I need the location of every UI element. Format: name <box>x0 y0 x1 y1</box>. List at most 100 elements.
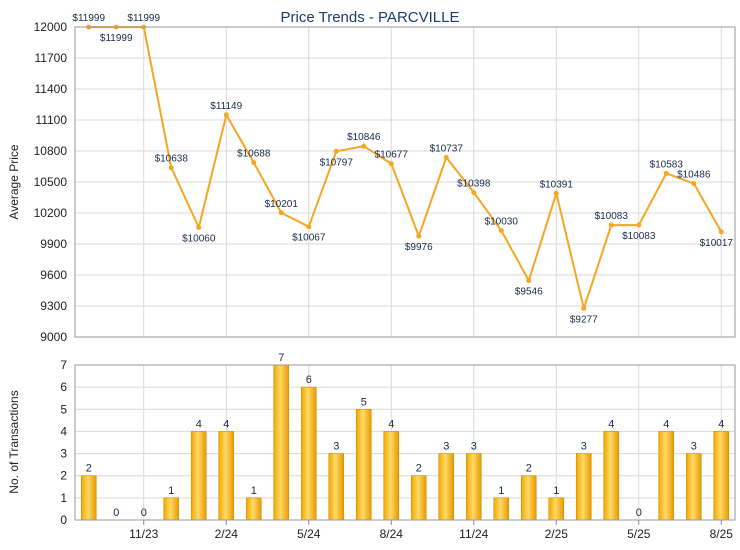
transaction-bar <box>658 431 675 521</box>
price-point <box>663 170 669 176</box>
price-data-label: $10638 <box>155 154 189 165</box>
transaction-count-label: 1 <box>553 485 559 497</box>
price-data-label: $10398 <box>457 179 491 190</box>
transactions-tick-label: 0 <box>60 513 67 527</box>
transaction-count-label: 1 <box>498 485 504 497</box>
transaction-bar <box>438 453 455 521</box>
transaction-count-label: 3 <box>581 441 587 453</box>
price-tick-label: 11400 <box>35 82 68 96</box>
transaction-bars <box>80 364 730 521</box>
transaction-bar <box>273 364 290 521</box>
price-data-label: $10846 <box>347 132 381 143</box>
price-axis-label: Average Price <box>7 144 21 219</box>
transaction-count-label: 4 <box>663 418 669 430</box>
price-tick-label: 9900 <box>40 237 67 251</box>
price-tick-label: 9300 <box>40 299 67 313</box>
x-tick-label: 8/24 <box>380 527 404 541</box>
transaction-count-label: 7 <box>278 352 284 364</box>
x-tick-label: 5/24 <box>297 527 321 541</box>
transactions-tick-label: 1 <box>60 491 67 505</box>
price-point <box>608 222 614 228</box>
transaction-bar <box>685 453 702 521</box>
price-line <box>86 24 724 311</box>
price-tick-label: 10800 <box>34 144 68 158</box>
transaction-bar <box>603 431 620 521</box>
transactions-tick-label: 4 <box>60 424 67 438</box>
price-data-label: $10677 <box>375 150 409 161</box>
price-data-label: $9976 <box>405 242 433 253</box>
transaction-count-label: 4 <box>223 418 229 430</box>
price-point <box>443 155 449 161</box>
price-tick-label: 12000 <box>34 20 68 34</box>
transaction-bar <box>245 497 262 521</box>
price-plot-frame <box>74 26 736 338</box>
price-point <box>168 165 174 171</box>
transactions-tick-label: 6 <box>60 380 67 394</box>
price-point <box>361 143 367 149</box>
transaction-count-label: 4 <box>388 418 394 430</box>
price-point <box>691 180 697 186</box>
price-data-label: $10083 <box>622 231 656 242</box>
price-tick-label: 11100 <box>35 113 67 127</box>
price-point <box>581 305 587 311</box>
transaction-count-label: 5 <box>361 396 367 408</box>
transaction-bar <box>190 431 207 521</box>
transaction-bar <box>328 453 345 521</box>
price-data-label: $11999 <box>72 13 105 24</box>
price-point <box>553 190 559 196</box>
transaction-bar <box>548 497 565 521</box>
x-tick-label: 8/25 <box>710 527 734 541</box>
transaction-count-label: 3 <box>443 441 449 453</box>
transaction-count-label: 6 <box>306 374 312 386</box>
price-data-label: $10017 <box>700 238 734 249</box>
transactions-tick-label: 3 <box>60 447 67 461</box>
price-data-label: $10391 <box>540 179 574 190</box>
price-series-line <box>88 26 723 310</box>
transaction-count-label: 1 <box>168 485 174 497</box>
transaction-count-label: 3 <box>471 441 477 453</box>
price-point <box>196 224 202 230</box>
transactions-tick-label: 7 <box>60 358 67 372</box>
transaction-bar <box>383 431 400 521</box>
transactions-axis-label: No. of Transactions <box>7 390 21 493</box>
price-point <box>251 160 257 166</box>
price-point <box>471 190 477 196</box>
price-point <box>498 228 504 234</box>
price-data-label: $10083 <box>595 211 629 222</box>
x-tick-label: 11/24 <box>459 527 488 541</box>
price-point <box>278 210 284 216</box>
price-point <box>636 222 642 228</box>
transaction-bar <box>493 497 510 521</box>
transactions-tick-label: 2 <box>60 469 67 483</box>
price-point <box>388 161 394 167</box>
transaction-bar <box>520 475 537 521</box>
transaction-bar <box>410 475 427 521</box>
price-point <box>223 112 229 118</box>
transaction-count-label: 2 <box>86 463 92 475</box>
transactions-tick-label: 5 <box>60 402 67 416</box>
transactions-plot-frame <box>74 364 736 521</box>
axes: 9000930096009900102001050010800111001140… <box>34 20 736 541</box>
price-data-label: $10201 <box>265 199 299 210</box>
price-data-label: $9546 <box>515 287 543 298</box>
transaction-bar <box>300 386 317 521</box>
price-tick-label: 10200 <box>34 206 68 220</box>
transaction-count-label: 3 <box>691 441 697 453</box>
transaction-bar <box>163 497 180 521</box>
transaction-count-label: 0 <box>141 507 147 519</box>
transaction-bar <box>80 475 97 521</box>
price-data-label: $10797 <box>320 157 354 168</box>
transaction-bar <box>218 431 235 521</box>
x-tick-label: 2/25 <box>545 527 569 541</box>
chart-title: Price Trends - PARCVILLE <box>281 9 460 26</box>
price-data-label: $9277 <box>570 314 598 325</box>
price-point <box>718 229 724 235</box>
price-data-label: $10067 <box>292 233 326 244</box>
price-data-label: $10060 <box>182 233 216 244</box>
transaction-count-label: 1 <box>251 485 257 497</box>
price-point <box>333 148 339 154</box>
price-point <box>416 233 422 239</box>
price-point <box>306 224 312 230</box>
transaction-count-label: 3 <box>333 441 339 453</box>
